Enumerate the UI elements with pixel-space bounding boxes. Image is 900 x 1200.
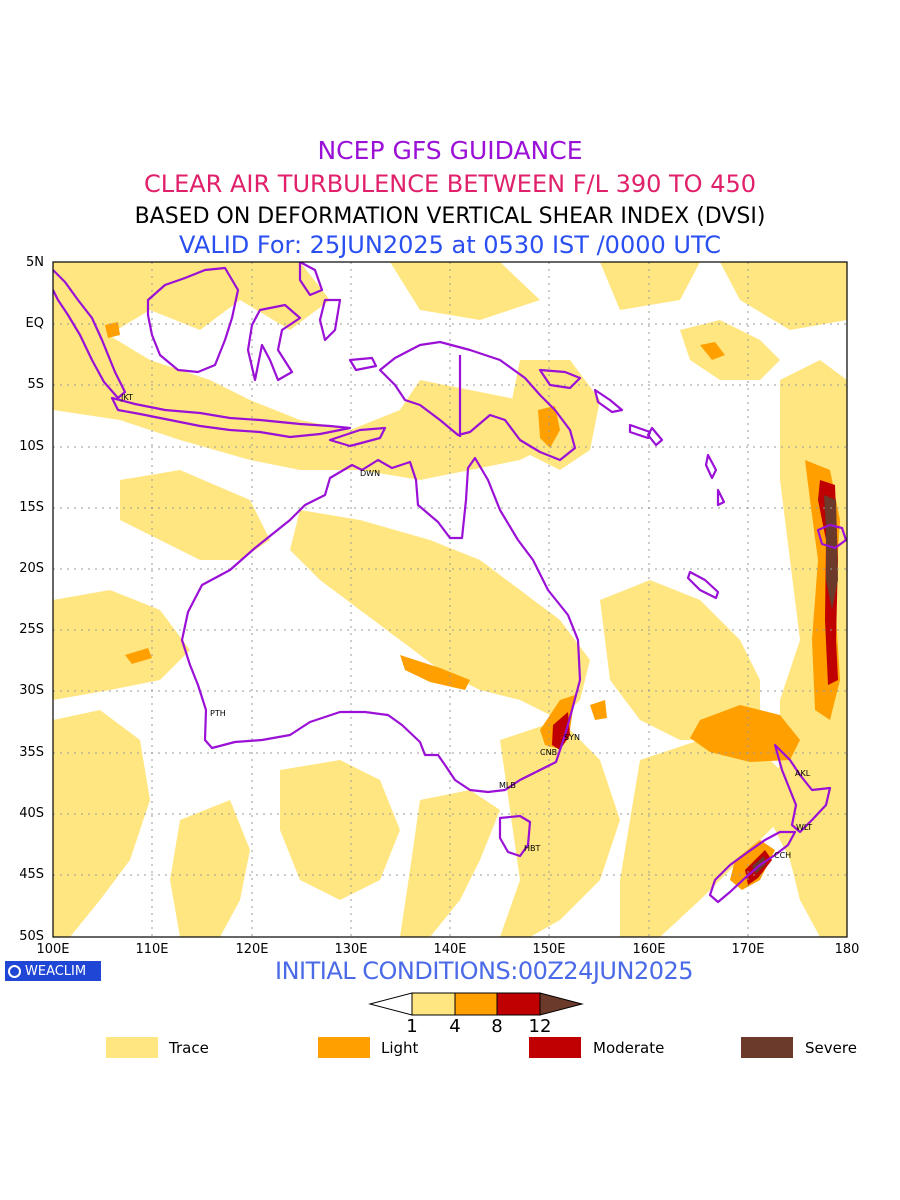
colorbar-tick: 8 (491, 1016, 503, 1037)
trace-regions (53, 262, 847, 937)
lon-label: 170E (731, 942, 765, 957)
lat-label: 35S (19, 745, 44, 760)
legend-label-moderate: Moderate (593, 1039, 665, 1057)
city-cnb: CNB (540, 748, 557, 757)
legend-swatch-moderate (529, 1037, 581, 1058)
city-hbt: HBT (524, 844, 541, 853)
lon-label: 150E (532, 942, 566, 957)
lat-label: 25S (19, 622, 44, 637)
legend-swatch-light (318, 1037, 370, 1058)
borneo-coast (146, 266, 240, 374)
city-dwn: DWN (360, 469, 380, 478)
map-frame (52, 261, 848, 938)
city-mlb: MLB (499, 781, 516, 790)
lat-label: EQ (25, 316, 44, 331)
city-jkt: JKT (120, 393, 133, 402)
city-syn: SYN (564, 733, 580, 742)
colorbar-tick: 1 (406, 1016, 418, 1037)
weaclim-logo: WEACLIM (5, 961, 101, 981)
initial-conditions: INITIAL CONDITIONS:00Z24JUN2025 (275, 957, 694, 985)
lon-label: 180 (834, 942, 860, 957)
title-product: CLEAR AIR TURBULENCE BETWEEN F/L 390 TO … (143, 170, 757, 198)
title-model: NCEP GFS GUIDANCE (317, 136, 583, 165)
logo-text: WEACLIM (25, 963, 87, 979)
lat-label: 40S (19, 806, 44, 821)
city-markers: JKT DWN PTH SYN CNB MLB HBT AKL WLT CCH (120, 393, 812, 860)
lon-label: 130E (334, 942, 368, 957)
lat-label: 5N (26, 255, 44, 270)
coastlines (53, 262, 847, 904)
new-zealand-north-coast (773, 743, 832, 834)
lon-label: 160E (632, 942, 666, 957)
colorbar-tick: 4 (449, 1016, 461, 1037)
lat-label: 45S (19, 867, 44, 882)
city-wlt: WLT (796, 823, 812, 832)
city-pth: PTH (210, 709, 226, 718)
city-akl: AKL (795, 769, 811, 778)
legend-swatch-severe (741, 1037, 793, 1058)
gridlines (53, 262, 847, 937)
lat-label: 50S (19, 929, 44, 944)
legend-label-light: Light (381, 1039, 419, 1057)
colorbar-tick: 12 (528, 1016, 552, 1037)
map-field: JKT DWN PTH SYN CNB MLB HBT AKL WLT CCH (53, 262, 847, 937)
tasmania-coast (498, 814, 532, 858)
lon-label: 110E (135, 942, 169, 957)
colorbar-over-arrow (539, 992, 584, 1016)
colorbar-light (454, 992, 498, 1016)
title-valid-time: VALID For: 25JUN2025 at 0530 IST /0000 U… (179, 231, 721, 259)
lon-label: 120E (235, 942, 269, 957)
lat-label: 10S (19, 439, 44, 454)
lat-label: 30S (19, 683, 44, 698)
legend-label-trace: Trace (169, 1039, 209, 1057)
lon-label: 100E (36, 942, 70, 957)
colorbar-moderate (496, 992, 541, 1016)
colorbar-under-arrow (368, 992, 413, 1016)
new-guinea-coast (378, 340, 577, 462)
lon-label: 140E (433, 942, 467, 957)
sulawesi-coast (246, 303, 302, 382)
colorbar-trace (411, 992, 456, 1016)
title-method: BASED ON DEFORMATION VERTICAL SHEAR INDE… (134, 204, 766, 229)
lat-label: 15S (19, 500, 44, 515)
legend-label-severe: Severe (805, 1039, 857, 1057)
lat-label: 5S (27, 377, 44, 392)
java-coast (110, 396, 352, 439)
city-cch: CCH (774, 851, 791, 860)
copyright-icon (8, 964, 21, 978)
lat-label: 20S (19, 561, 44, 576)
sumatra-coast (53, 269, 127, 400)
australia-coast (180, 456, 582, 794)
legend-swatch-trace (106, 1037, 158, 1058)
colorbar (368, 992, 584, 1016)
new-zealand-south-coast (708, 830, 797, 904)
